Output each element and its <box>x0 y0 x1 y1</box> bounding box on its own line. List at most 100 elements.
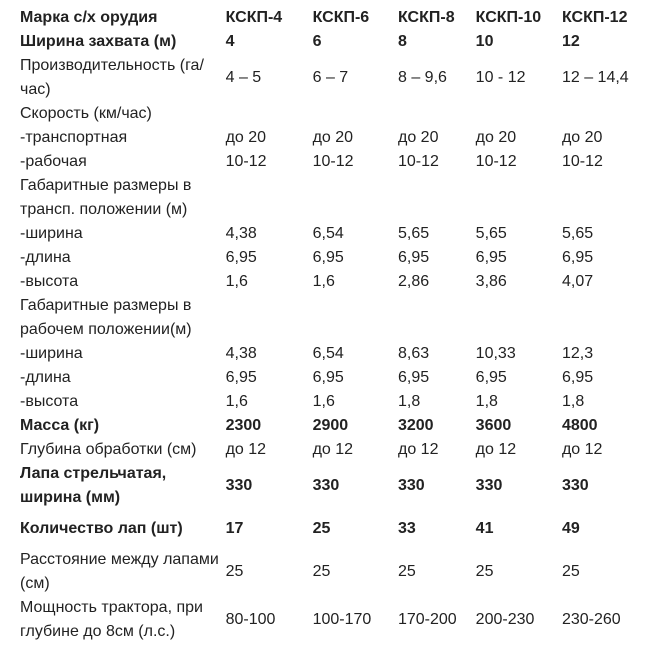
value-cell: 12,3 <box>561 345 594 362</box>
value-cell: 8,63 <box>397 345 430 362</box>
value-cell: 4800 <box>561 417 598 434</box>
column-header: КСКП-6 <box>312 9 370 26</box>
table-row: Габаритные размеры в трансп. положении (… <box>20 174 637 222</box>
value-cell: 10-12 <box>225 153 267 170</box>
value-cell <box>476 294 562 342</box>
row-label-cell: -ширина <box>20 225 83 242</box>
row-label-cell: -рабочая <box>20 153 87 170</box>
value-cell: до 12 <box>397 441 439 458</box>
row-label-cell: Расстояние между лапами (см) <box>20 551 219 592</box>
value-cell: 6,95 <box>561 369 594 386</box>
value-cell: 12 – 14,4 <box>561 69 629 86</box>
value-cell: 6,95 <box>475 249 507 266</box>
value-cell: 6,95 <box>397 369 430 386</box>
value-cell <box>562 174 637 222</box>
value-cell: 100-170 <box>312 611 372 628</box>
row-label-cell: -высота <box>20 273 79 290</box>
value-cell: 10 <box>475 33 494 50</box>
table-row: -рабочая 10-12 10-12 10-12 10-12 10-12 <box>20 150 637 174</box>
value-cell: 330 <box>397 477 425 494</box>
value-cell: 41 <box>475 520 494 537</box>
value-cell: 6,95 <box>225 369 257 386</box>
value-cell: до 20 <box>561 129 603 146</box>
value-cell: 6 <box>312 33 322 50</box>
table-row: -транспортная до 20 до 20 до 20 до 20 до 20 <box>20 126 637 150</box>
value-cell: 5,65 <box>561 225 594 242</box>
value-cell: 1,8 <box>397 393 421 410</box>
value-cell: 2300 <box>225 417 262 434</box>
value-cell: 330 <box>475 477 503 494</box>
row-label-cell: -длина <box>20 249 71 266</box>
value-cell: 1,6 <box>312 393 335 410</box>
table-row: -длина 6,95 6,95 6,95 6,95 6,95 <box>20 366 637 390</box>
value-cell <box>226 294 313 342</box>
value-cell <box>226 174 313 222</box>
table-row: -ширина 4,38 6,54 8,63 10,33 12,3 <box>20 342 637 366</box>
value-cell: 2,86 <box>397 273 430 290</box>
row-label-cell: Производительность (га/час) <box>20 57 204 98</box>
value-cell: 4,07 <box>561 273 594 290</box>
value-cell <box>398 102 476 126</box>
value-cell: 4 – 5 <box>225 69 262 86</box>
value-cell: 330 <box>312 477 340 494</box>
value-cell: 10-12 <box>561 153 603 170</box>
value-cell: 25 <box>312 520 331 537</box>
value-cell: 4 <box>225 33 235 50</box>
value-cell: 230-260 <box>561 611 621 628</box>
value-cell: 1,6 <box>225 393 248 410</box>
row-label-cell: Габаритные размеры в трансп. положении (… <box>20 177 192 218</box>
value-cell: 3600 <box>475 417 512 434</box>
value-cell: 10-12 <box>312 153 354 170</box>
value-cell: до 12 <box>475 441 517 458</box>
value-cell <box>476 102 562 126</box>
value-cell: 25 <box>397 563 416 580</box>
value-cell: до 12 <box>225 441 267 458</box>
value-cell: 200-230 <box>475 611 535 628</box>
value-cell: до 20 <box>312 129 354 146</box>
column-header: КСКП-4 <box>225 9 283 26</box>
value-cell: 170-200 <box>397 611 457 628</box>
value-cell: 6,95 <box>561 249 594 266</box>
value-cell: 8 <box>397 33 407 50</box>
row-label-cell: Количество лап (шт) <box>20 520 183 537</box>
value-cell: 5,65 <box>475 225 507 242</box>
value-cell: 25 <box>312 563 331 580</box>
value-cell: 3200 <box>397 417 434 434</box>
table-row: -высота 1,6 1,6 1,8 1,8 1,8 <box>20 390 637 414</box>
row-label-cell: Масса (кг) <box>20 417 100 434</box>
value-cell: 6,95 <box>225 249 257 266</box>
value-cell: 33 <box>397 520 416 537</box>
table-row: Расстояние между лапами (см) 25 25 25 25 25 <box>20 548 637 596</box>
row-label-cell: Скорость (км/час) <box>20 105 152 122</box>
value-cell <box>313 102 398 126</box>
value-cell: 1,8 <box>475 393 498 410</box>
value-cell: 80-100 <box>225 611 276 628</box>
value-cell: 6 – 7 <box>312 69 349 86</box>
table-row: Глубина обработки (см) до 12 до 12 до 12 до … <box>20 438 637 462</box>
value-cell: 25 <box>475 563 494 580</box>
value-cell: 10,33 <box>475 345 516 362</box>
value-cell: 4,38 <box>225 345 257 362</box>
value-cell: 10-12 <box>475 153 517 170</box>
header-label-cell: Марка с/х орудия <box>20 9 158 26</box>
value-cell: 2900 <box>312 417 349 434</box>
implement-specs-table: Марка с/х орудия КСКП-4 КСКП-6 КСКП-8 КСКП-… <box>20 6 637 644</box>
value-cell: 25 <box>225 563 244 580</box>
row-label-cell: Габаритные размеры в рабочем положении(м… <box>20 297 192 338</box>
table-row: Лапа стрельчатая, ширина (мм) 330 330 330 33… <box>20 462 637 510</box>
table-row: Масса (кг) 2300 2900 3200 3600 4800 <box>20 414 637 438</box>
value-cell: до 20 <box>475 129 517 146</box>
value-cell: 6,95 <box>312 369 344 386</box>
value-cell: 49 <box>561 520 580 537</box>
value-cell: до 12 <box>312 441 354 458</box>
value-cell: 1,8 <box>561 393 585 410</box>
value-cell: 330 <box>561 477 589 494</box>
value-cell: 6,54 <box>312 345 344 362</box>
value-cell: 10 - 12 <box>475 69 526 86</box>
row-label-cell: -ширина <box>20 345 83 362</box>
value-cell: 10-12 <box>397 153 439 170</box>
value-cell: 1,6 <box>312 273 335 290</box>
value-cell <box>313 294 398 342</box>
column-header: КСКП-12 <box>561 9 628 26</box>
